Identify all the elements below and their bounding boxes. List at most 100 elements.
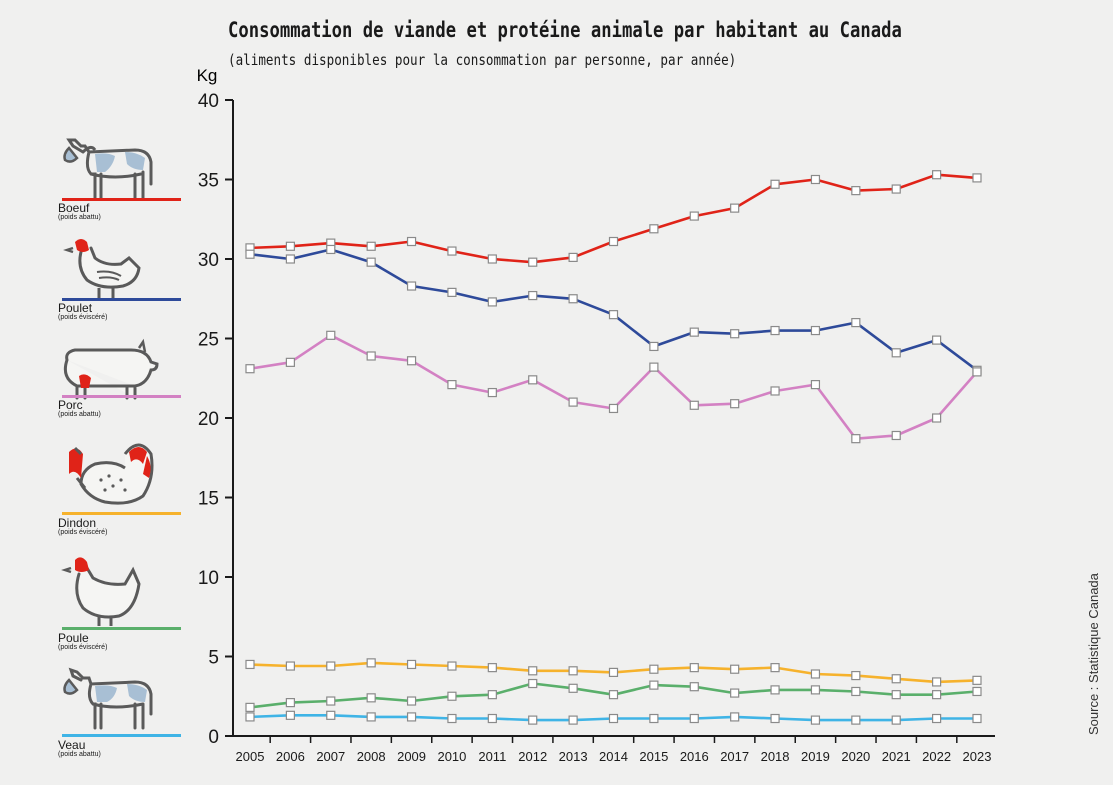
data-point-porc (406, 356, 417, 366)
data-point-boeuf (406, 236, 417, 247)
legend-label-porc: Porc (58, 398, 83, 412)
y-tick-label: 5 (208, 648, 219, 669)
data-point-poule (608, 690, 619, 700)
data-point-porc (326, 330, 336, 340)
data-point-dindon (972, 675, 982, 685)
legend-item-boeuf: Boeuf (poids abattu) (0, 118, 190, 228)
legend-label-poulet: Poulet (58, 301, 93, 315)
legend-item-poulet: Poulet (poids éviscéré) (0, 220, 190, 330)
data-point-veau (608, 713, 619, 724)
chicken-icon (63, 239, 141, 300)
cow-icon (63, 138, 153, 200)
x-tick-label: 2023 (963, 749, 992, 764)
data-point-poule (326, 696, 336, 706)
data-point-dindon (689, 663, 699, 673)
data-point-boeuf (649, 224, 659, 234)
y-tick-label: 20 (198, 409, 219, 430)
legend-line-porc (62, 395, 181, 398)
data-point-porc (285, 357, 295, 367)
data-point-veau (770, 713, 780, 724)
data-point-poulet (608, 310, 619, 320)
data-point-boeuf (608, 236, 619, 247)
legend-item-dindon: Dindon (poids éviscéré) (0, 432, 190, 542)
data-point-boeuf (932, 170, 942, 180)
data-point-porc (608, 403, 619, 414)
data-point-porc (649, 362, 659, 372)
chart-subtitle: (aliments disponibles pour la consommati… (228, 51, 737, 69)
x-tick-label: 2017 (720, 749, 749, 764)
data-point-poule (568, 683, 578, 693)
data-point-poule (528, 678, 538, 689)
data-point-boeuf (972, 173, 982, 183)
data-point-veau (649, 713, 659, 724)
data-point-poule (245, 702, 255, 712)
y-tick-label: 30 (198, 250, 219, 271)
data-point-porc (730, 399, 740, 409)
series-points (245, 170, 982, 725)
data-point-poule (932, 690, 942, 700)
legend-item-porc: Porc (poids abattu) (0, 330, 190, 440)
legend-sub-poule: (poids éviscéré) (58, 644, 108, 651)
chart-title: Consommation de viande et protéine anima… (228, 18, 902, 42)
data-point-poulet (487, 297, 497, 307)
x-tick-label: 2015 (639, 749, 668, 764)
legend-line-poulet (62, 298, 181, 301)
data-point-poulet (528, 290, 538, 301)
data-point-veau (932, 713, 942, 724)
legend-label-veau: Veau (58, 738, 86, 752)
data-point-boeuf (851, 186, 861, 196)
data-point-boeuf (528, 257, 538, 267)
legend-line-dindon (62, 512, 181, 515)
x-tick-label: 2013 (559, 749, 588, 764)
data-point-dindon (730, 664, 740, 674)
x-tick-label: 2005 (236, 749, 265, 764)
data-point-porc (568, 397, 578, 407)
data-point-porc (891, 430, 901, 441)
data-point-dindon (810, 669, 821, 679)
data-point-boeuf (366, 241, 376, 251)
data-point-boeuf (891, 184, 901, 194)
data-point-porc (366, 351, 376, 361)
data-point-dindon (891, 674, 901, 684)
data-point-poule (487, 690, 497, 700)
data-point-poulet (932, 335, 942, 345)
legend-label-poule: Poule (58, 631, 89, 645)
data-point-boeuf (447, 246, 457, 256)
y-axis: 0 5 10 15 20 25 30 35 40 Kg (197, 66, 234, 748)
y-tick-label: 40 (198, 91, 219, 112)
legend-line-poule (62, 627, 181, 630)
legend-label-dindon: Dindon (58, 516, 97, 530)
data-point-poule (649, 680, 659, 690)
series-lines (249, 173, 978, 722)
data-point-dindon (932, 677, 942, 687)
data-point-porc (770, 386, 780, 396)
data-point-dindon (649, 664, 659, 674)
data-point-poulet (810, 325, 821, 336)
data-point-poule (406, 696, 417, 706)
data-point-porc (972, 367, 982, 377)
data-point-porc (528, 375, 538, 385)
data-point-dindon (366, 658, 376, 668)
series-line-poulet (249, 248, 978, 372)
data-point-veau (689, 713, 699, 724)
y-tick-label: 10 (198, 568, 219, 589)
data-point-veau (406, 712, 417, 722)
x-tick-label: 2019 (801, 749, 830, 764)
x-tick-label: 2022 (922, 749, 951, 764)
x-tick-label: 2018 (761, 749, 790, 764)
data-point-dindon (447, 661, 457, 671)
data-point-veau (730, 712, 740, 722)
data-point-poule (770, 685, 780, 695)
hen-icon (61, 557, 141, 626)
data-point-veau (447, 713, 457, 724)
data-point-poule (730, 688, 740, 698)
x-tick-label: 2020 (841, 749, 870, 764)
data-point-poule (689, 682, 699, 692)
legend-line-boeuf (62, 198, 181, 201)
data-point-porc (245, 364, 255, 374)
data-point-veau (568, 715, 578, 725)
data-point-poulet (568, 294, 578, 304)
data-point-dindon (568, 666, 578, 676)
legend-line-veau (62, 734, 181, 737)
data-point-porc (447, 380, 457, 390)
